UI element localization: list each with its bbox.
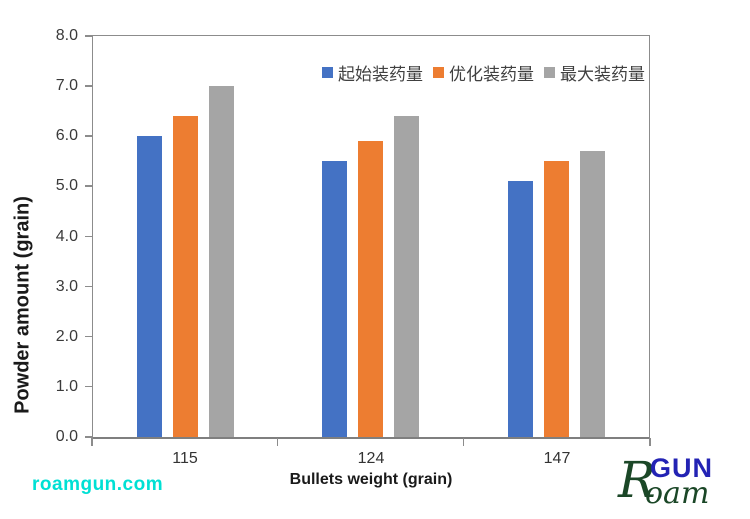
bar-group-115 (93, 36, 278, 437)
x-category-label: 147 (543, 450, 571, 467)
x-tick-mark (649, 438, 651, 446)
y-tick-label: 8.0 (55, 27, 78, 44)
y-axis-tick-labels: 0.0 1.0 2.0 3.0 4.0 5.0 6.0 7.0 8.0 (34, 27, 78, 445)
bar (358, 141, 384, 437)
legend-item-label: 优化装药量 (449, 65, 534, 84)
y-axis-tick-marks (85, 35, 93, 438)
y-tick-label: 4.0 (55, 227, 78, 245)
y-tick-label: 0.0 (55, 428, 78, 445)
y-tick-mark (85, 35, 93, 37)
bar (322, 161, 348, 437)
y-tick-label: 1.0 (55, 377, 78, 395)
legend-item-label: 起始装药量 (338, 65, 423, 84)
roamgun-logo: R GUN oam (618, 455, 740, 513)
plot-area: 起始装药量 优化装药量 最大装药量 (92, 35, 650, 439)
y-axis-title: Powder amount (grain) (11, 196, 34, 414)
bar-groups (93, 36, 649, 437)
logo-gun-text: GUN (650, 453, 713, 483)
x-category-label: 115 (172, 450, 198, 467)
x-axis-title: Bullets weight (grain) (289, 471, 453, 488)
y-tick-mark (85, 385, 93, 388)
legend: 起始装药量 优化装药量 最大装药量 (322, 60, 645, 85)
y-tick-mark (85, 85, 93, 87)
bar (543, 161, 569, 437)
bar-group-147 (464, 36, 649, 437)
legend-item: 起始装药量 (322, 60, 423, 85)
legend-item: 优化装药量 (433, 60, 534, 85)
legend-item: 最大装药量 (544, 60, 645, 85)
x-tick-mark (462, 438, 465, 446)
y-tick-mark (85, 235, 93, 237)
bar (209, 86, 235, 437)
bar-group-124 (278, 36, 463, 437)
bar (579, 151, 605, 437)
y-tick-mark (85, 335, 93, 338)
y-tick-mark (85, 185, 93, 187)
bar (507, 181, 533, 437)
logo-script-rest: oam (645, 476, 710, 511)
bar (394, 116, 420, 437)
legend-swatch-icon (433, 67, 444, 78)
logo-script-initial: R (618, 451, 656, 509)
legend-swatch-icon (322, 67, 333, 78)
bar (173, 116, 199, 437)
bar (137, 136, 163, 437)
y-tick-label: 2.0 (55, 327, 78, 345)
y-tick-label: 7.0 (55, 77, 78, 95)
watermark-roamgun: roamgun.com (32, 474, 164, 495)
y-tick-mark (85, 135, 93, 137)
x-tick-mark (276, 438, 279, 446)
x-tick-mark (91, 438, 93, 446)
y-tick-label: 6.0 (55, 127, 78, 145)
x-axis-tick-marks (91, 438, 651, 446)
x-category-label: 124 (357, 450, 385, 467)
x-axis-category-labels: 115 124 147 (92, 450, 650, 468)
y-tick-label: 3.0 (55, 277, 78, 295)
y-tick-label: 5.0 (55, 177, 78, 195)
legend-item-label: 最大装药量 (560, 65, 645, 84)
legend-swatch-icon (544, 67, 555, 78)
y-tick-mark (85, 285, 93, 288)
y-tick-mark (85, 436, 93, 438)
